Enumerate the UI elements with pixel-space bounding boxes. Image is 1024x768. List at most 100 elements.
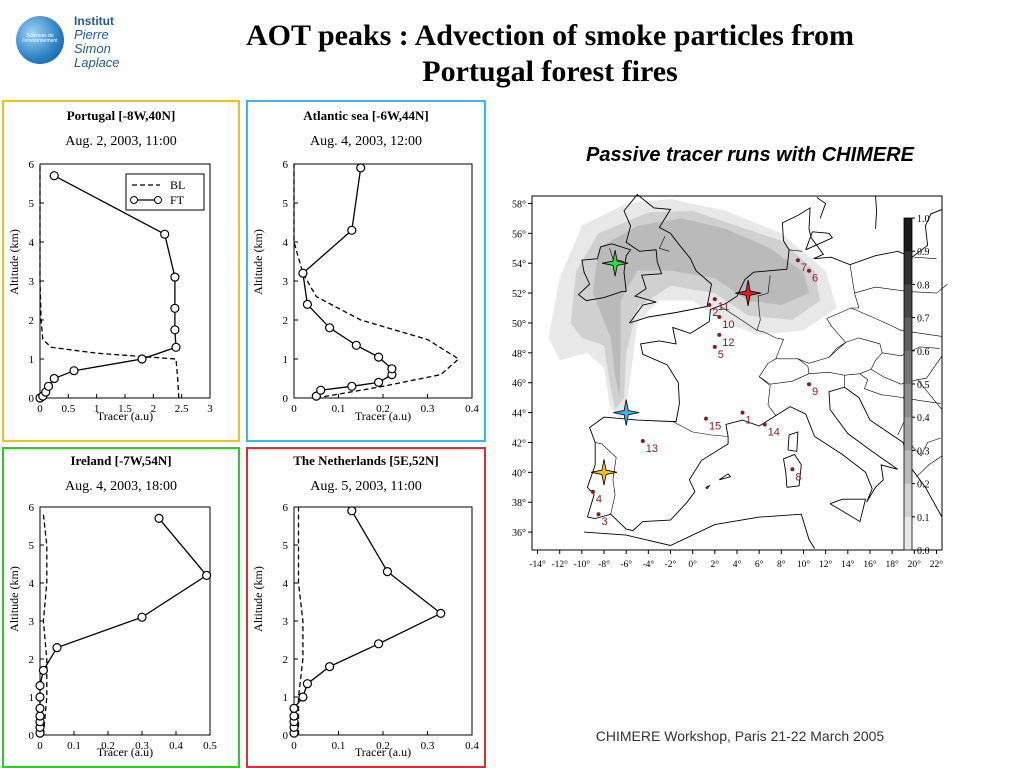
panel-portugal: Portugal [-8W,40N] Aug. 2, 2003, 11:00 0… <box>2 100 240 442</box>
border-segment <box>756 275 771 331</box>
lon-tick-label: 0° <box>688 559 697 570</box>
lon-tick-label: -8° <box>598 559 610 570</box>
colorbar-tick-label: 0.6 <box>917 347 930 358</box>
map-subtitle: Passive tracer runs with CHIMERE <box>586 144 914 166</box>
lon-tick-label: -10° <box>574 559 591 570</box>
x-tick-label: 0 <box>37 403 43 415</box>
tracer-map: 12345678910111213141558°56°54°52°50°48°4… <box>512 193 948 570</box>
lon-tick-label: 6° <box>755 559 764 570</box>
y-tick-label: 3 <box>283 616 289 628</box>
ft-point <box>171 342 181 352</box>
portugal-star <box>590 459 618 486</box>
x-axis-label: Tracer (a.u) <box>355 409 411 423</box>
ft-point <box>347 506 357 516</box>
lon-tick-label: 4° <box>733 559 742 570</box>
station-label: 14 <box>768 427 780 439</box>
ft-point <box>298 268 308 278</box>
globe-icon: Sciences de l'environnement <box>16 16 64 64</box>
station-marker <box>596 512 601 517</box>
coastline-segment <box>816 197 827 219</box>
station-marker <box>790 467 795 472</box>
x-tick-label: 0 <box>291 740 297 752</box>
x-tick-label: 0.3 <box>421 403 435 415</box>
station-label: 7 <box>801 262 807 274</box>
x-tick-label: 0.4 <box>465 403 479 415</box>
x-tick-label: 0.3 <box>421 740 435 752</box>
lon-tick-label: 12° <box>819 559 833 570</box>
colorbar-step <box>904 350 912 385</box>
x-tick-label: 0.2 <box>101 740 115 752</box>
x-tick-label: 1.5 <box>118 403 132 415</box>
ft-point <box>382 566 392 577</box>
station-marker <box>795 258 800 263</box>
ft-point <box>160 229 170 239</box>
x-tick-label: 0.2 <box>376 403 390 415</box>
y-tick-label: 4 <box>29 578 35 590</box>
atlantic-star <box>613 399 640 426</box>
ft-point <box>302 299 313 309</box>
legend-ft-marker <box>154 196 162 204</box>
ft-point <box>43 381 54 391</box>
profile-chart: 0 0.5 1 1.5 2 2.5 3 0 1 2 3 4 5 6 Tracer (a.u) Altitude… <box>7 159 213 423</box>
ft-point <box>316 385 326 395</box>
colorbar-step <box>904 516 912 551</box>
bl-series-line <box>39 164 180 399</box>
lon-tick-label: 2° <box>711 559 720 570</box>
ft-point <box>137 612 147 622</box>
border-segment <box>672 421 729 437</box>
station-label: 2 <box>712 307 718 319</box>
y-tick-label: 2 <box>283 654 289 666</box>
ft-point <box>347 225 357 235</box>
ft-point <box>298 692 308 702</box>
station-marker <box>704 416 708 421</box>
legend-box <box>125 173 205 211</box>
lon-tick-label: 14° <box>841 559 855 570</box>
ft-point <box>35 711 45 721</box>
station-marker <box>717 332 722 337</box>
ft-series-line <box>302 167 393 397</box>
station-label: 8 <box>795 471 801 483</box>
ireland-star <box>602 250 629 277</box>
ft-point <box>374 639 384 649</box>
coastline-segment <box>587 386 943 532</box>
globe-text: Sciences de l'environnement <box>22 33 58 44</box>
y-tick-label: 1 <box>29 692 35 704</box>
coastlines <box>577 193 943 549</box>
ft-point <box>49 171 59 181</box>
lon-tick-label: -6° <box>620 559 632 570</box>
ft-point <box>302 679 313 689</box>
x-tick-label: 0.4 <box>169 740 183 752</box>
coastline-segment <box>875 195 878 229</box>
station-label: 11 <box>718 301 729 313</box>
y-tick-label: 5 <box>29 540 35 552</box>
colorbar-step <box>904 483 912 518</box>
lon-tick-label: -12° <box>551 559 568 570</box>
y-tick-label: 6 <box>29 502 35 514</box>
border-segment <box>797 358 810 374</box>
colorbar-tick-label: 0.4 <box>917 413 930 424</box>
panel-date: Aug. 2, 2003, 11:00 <box>65 134 177 149</box>
plot-frame <box>293 506 473 736</box>
bl-series-line <box>42 514 48 736</box>
bl-series-line <box>293 164 460 399</box>
colorbar-step <box>904 384 912 418</box>
lat-tick-label: 56° <box>512 229 526 240</box>
border-segment <box>908 437 941 457</box>
ft-point <box>324 323 335 333</box>
ft-series-line <box>39 517 208 734</box>
y-tick-label: 6 <box>283 159 289 171</box>
coastline-segment <box>782 453 802 488</box>
lat-tick-label: 58° <box>512 199 526 210</box>
lon-tick-label: 16° <box>863 559 877 570</box>
ft-point <box>347 381 357 391</box>
x-tick-label: 0.3 <box>135 740 149 752</box>
ft-point <box>436 608 446 618</box>
station-label: 9 <box>812 386 818 398</box>
plot-frame <box>293 163 473 399</box>
border-segment <box>658 236 670 252</box>
plot-frame <box>39 506 211 736</box>
bl-series-line <box>297 507 304 735</box>
panel-netherlands: The Netherlands [5E,52N] Aug. 5, 2003, 1… <box>246 447 486 768</box>
y-tick-label: 1 <box>283 354 289 366</box>
panel-date: Aug. 5, 2003, 11:00 <box>310 479 422 494</box>
